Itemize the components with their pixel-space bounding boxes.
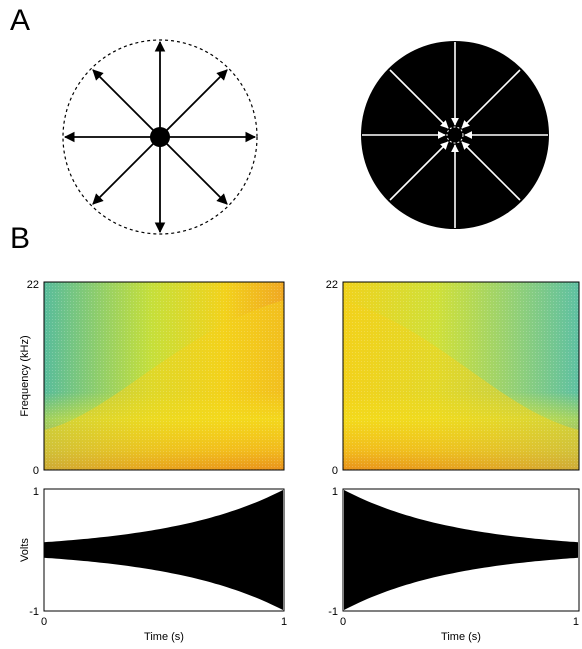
left-waveform-envelope xyxy=(44,490,283,610)
outward-arrow xyxy=(159,69,228,138)
right-wave-xtick-start: 0 xyxy=(340,616,346,628)
center-source-dot xyxy=(150,127,170,147)
panel-label-a: A xyxy=(10,4,31,37)
right-wave-xtick-end: 1 xyxy=(573,616,579,628)
right-wave-ytick-top: 1 xyxy=(332,486,338,498)
inward-diagram xyxy=(361,41,549,229)
panel-label-b: B xyxy=(10,222,31,255)
outward-diagram xyxy=(62,39,258,235)
right-waveform-xlabel: Time (s) xyxy=(441,631,481,643)
right-spec-ytick-top: 22 xyxy=(326,279,338,291)
outward-arrow xyxy=(92,69,161,138)
center-sink-circle xyxy=(446,126,464,144)
waveform-ylabel: Volts xyxy=(19,538,31,562)
right-spec-ytick-bottom: 0 xyxy=(332,465,338,477)
inward-arrow xyxy=(389,69,449,129)
inward-arrow xyxy=(389,141,449,201)
right-wave-ytick-bottom: -1 xyxy=(328,606,338,618)
left-waveform-xlabel: Time (s) xyxy=(144,631,184,643)
right-spectrogram xyxy=(342,281,580,471)
left-wave-xtick-start: 0 xyxy=(41,616,47,628)
left-spec-ytick-top: 22 xyxy=(27,279,39,291)
left-wave-xtick-end: 1 xyxy=(281,616,287,628)
right-waveform-envelope xyxy=(344,490,578,610)
left-wave-ytick-bottom: -1 xyxy=(29,606,39,618)
spectrogram-ylabel: Frequency (kHz) xyxy=(19,335,31,416)
dashed-boundary-circle xyxy=(62,39,258,235)
outward-arrow xyxy=(159,136,228,205)
left-spec-ytick-bottom: 0 xyxy=(33,465,39,477)
outward-arrow xyxy=(92,136,161,205)
left-wave-ytick-top: 1 xyxy=(33,486,39,498)
inward-arrow xyxy=(461,69,521,129)
inward-arrow xyxy=(461,141,521,201)
left-spectrogram xyxy=(43,281,285,471)
